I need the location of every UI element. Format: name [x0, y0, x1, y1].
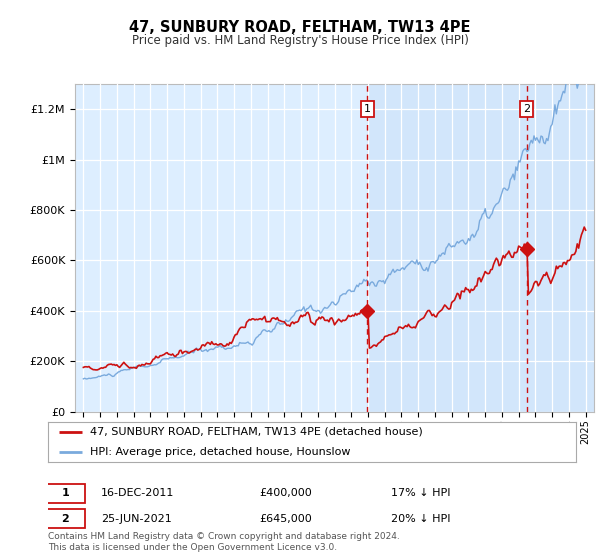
Text: £645,000: £645,000: [259, 514, 312, 524]
Text: HPI: Average price, detached house, Hounslow: HPI: Average price, detached house, Houn…: [90, 447, 351, 457]
Text: 2: 2: [523, 104, 530, 114]
Text: 47, SUNBURY ROAD, FELTHAM, TW13 4PE (detached house): 47, SUNBURY ROAD, FELTHAM, TW13 4PE (det…: [90, 427, 423, 437]
FancyBboxPatch shape: [46, 484, 85, 503]
Text: 1: 1: [61, 488, 69, 498]
Text: 17% ↓ HPI: 17% ↓ HPI: [391, 488, 451, 498]
Text: £400,000: £400,000: [259, 488, 312, 498]
Text: Contains HM Land Registry data © Crown copyright and database right 2024.: Contains HM Land Registry data © Crown c…: [48, 532, 400, 541]
Text: This data is licensed under the Open Government Licence v3.0.: This data is licensed under the Open Gov…: [48, 543, 337, 552]
Text: 47, SUNBURY ROAD, FELTHAM, TW13 4PE: 47, SUNBURY ROAD, FELTHAM, TW13 4PE: [129, 20, 471, 35]
FancyBboxPatch shape: [46, 509, 85, 528]
Text: Price paid vs. HM Land Registry's House Price Index (HPI): Price paid vs. HM Land Registry's House …: [131, 34, 469, 46]
Text: 2: 2: [61, 514, 69, 524]
Text: 16-DEC-2011: 16-DEC-2011: [101, 488, 174, 498]
Text: 20% ↓ HPI: 20% ↓ HPI: [391, 514, 451, 524]
Text: 25-JUN-2021: 25-JUN-2021: [101, 514, 172, 524]
Text: 1: 1: [364, 104, 371, 114]
Bar: [367, 84, 594, 412]
